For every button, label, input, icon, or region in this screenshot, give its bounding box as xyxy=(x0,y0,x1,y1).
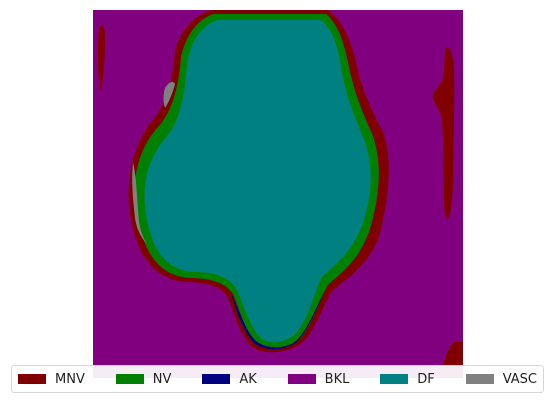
legend-item-mnv: MNV xyxy=(18,372,85,387)
legend-item-ak: AK xyxy=(202,371,257,387)
legend-item-df: DF xyxy=(380,372,435,387)
legend: MNV NV AK BKL DF VASC xyxy=(11,365,544,393)
legend-swatch-nv xyxy=(115,374,144,384)
legend-label-mnv: MNV xyxy=(55,371,85,387)
legend-swatch-bkl xyxy=(287,374,316,384)
legend-swatch-ak xyxy=(202,374,231,384)
legend-item-nv: NV xyxy=(115,371,172,387)
legend-swatch-mnv xyxy=(18,374,46,384)
legend-swatch-df xyxy=(380,374,409,384)
legend-label-bkl: BKL xyxy=(324,371,350,387)
legend-item-bkl: BKL xyxy=(287,371,350,387)
legend-label-nv: NV xyxy=(152,371,172,387)
left-streak-region xyxy=(97,25,105,93)
vasc-speckle-top xyxy=(163,81,175,108)
legend-swatch-vasc xyxy=(465,374,494,384)
legend-label-vasc: VASC xyxy=(502,371,537,387)
legend-label-ak: AK xyxy=(239,371,257,387)
vasc-speckle-left xyxy=(132,162,149,246)
legend-label-df: DF xyxy=(417,371,435,387)
segmentation-map xyxy=(93,10,463,378)
legend-item-vasc: VASC xyxy=(465,371,537,387)
right-streak-region xyxy=(432,47,455,219)
lesion-core xyxy=(144,20,371,343)
